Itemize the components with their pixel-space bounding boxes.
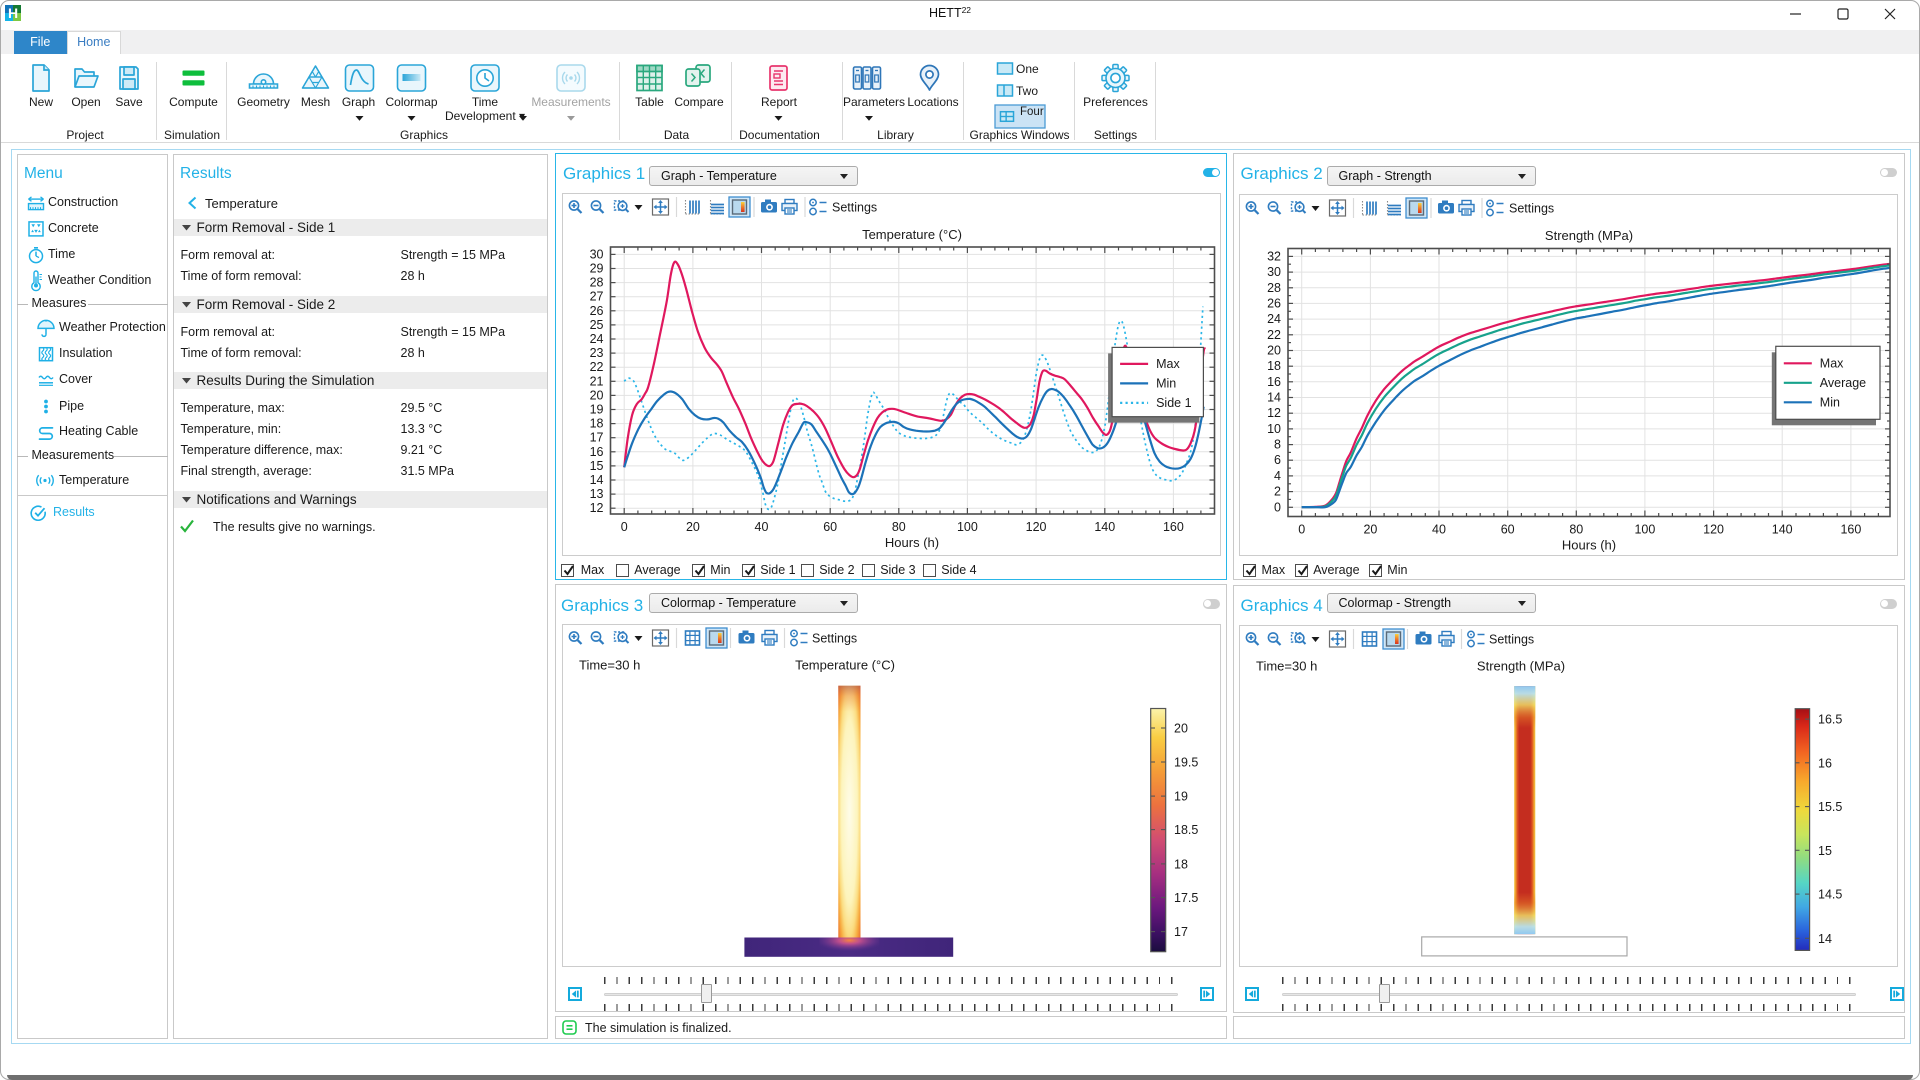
svg-text:32: 32	[1267, 249, 1281, 263]
svg-text:20: 20	[1267, 343, 1281, 357]
svg-text:80: 80	[1569, 522, 1583, 536]
svg-text:14: 14	[589, 473, 603, 487]
svg-text:22: 22	[1267, 327, 1281, 341]
svg-text:30: 30	[1267, 265, 1281, 279]
svg-text:21: 21	[589, 374, 603, 388]
svg-text:Max: Max	[1156, 357, 1180, 371]
svg-text:0: 0	[1298, 522, 1305, 536]
svg-text:Settings: Settings	[812, 632, 857, 646]
svg-text:18: 18	[589, 417, 603, 431]
svg-text:160: 160	[1162, 520, 1183, 534]
svg-text:20: 20	[1363, 522, 1377, 536]
svg-text:25: 25	[589, 318, 603, 332]
svg-text:60: 60	[1501, 522, 1515, 536]
svg-text:140: 140	[1772, 522, 1793, 536]
svg-text:Hours (h): Hours (h)	[1562, 537, 1616, 552]
svg-text:18.5: 18.5	[1174, 823, 1198, 837]
svg-text:14.5: 14.5	[1818, 887, 1842, 901]
svg-text:40: 40	[1432, 522, 1446, 536]
svg-text:160: 160	[1840, 522, 1861, 536]
svg-text:15.5: 15.5	[1818, 800, 1842, 814]
svg-text:40: 40	[754, 520, 768, 534]
svg-text:20: 20	[1174, 722, 1188, 736]
svg-text:12: 12	[1267, 406, 1281, 420]
svg-text:24: 24	[589, 332, 603, 346]
svg-text:23: 23	[589, 346, 603, 360]
svg-text:30: 30	[589, 247, 603, 261]
svg-text:24: 24	[1267, 312, 1281, 326]
svg-text:27: 27	[589, 290, 603, 304]
svg-text:29: 29	[589, 262, 603, 276]
svg-text:16: 16	[1818, 756, 1832, 770]
svg-text:16.5: 16.5	[1818, 712, 1842, 726]
svg-text:Settings: Settings	[832, 201, 877, 215]
svg-text:26: 26	[589, 304, 603, 318]
svg-text:15: 15	[589, 459, 603, 473]
svg-text:Strength (MPa): Strength (MPa)	[1477, 658, 1565, 673]
svg-text:120: 120	[1025, 520, 1046, 534]
svg-text:Time=30 h: Time=30 h	[579, 658, 640, 673]
svg-text:120: 120	[1703, 522, 1724, 536]
svg-text:17: 17	[1174, 925, 1188, 939]
svg-text:Strength (MPa): Strength (MPa)	[1545, 228, 1633, 243]
svg-text:Temperature (°C): Temperature (°C)	[862, 227, 962, 242]
svg-text:28: 28	[1267, 280, 1281, 294]
svg-text:26: 26	[1267, 296, 1281, 310]
svg-text:Temperature (°C): Temperature (°C)	[795, 658, 895, 673]
svg-text:60: 60	[823, 520, 837, 534]
svg-text:Max: Max	[1820, 356, 1844, 370]
svg-text:Average: Average	[1820, 375, 1866, 389]
svg-text:0: 0	[620, 520, 627, 534]
svg-text:17: 17	[589, 431, 603, 445]
svg-text:19: 19	[589, 403, 603, 417]
svg-text:28: 28	[589, 276, 603, 290]
svg-text:2: 2	[1274, 484, 1281, 498]
svg-text:4: 4	[1274, 468, 1281, 482]
svg-text:Side 1: Side 1	[1156, 396, 1191, 410]
svg-text:19: 19	[1174, 790, 1188, 804]
svg-text:10: 10	[1267, 421, 1281, 435]
svg-text:14: 14	[1818, 931, 1832, 945]
svg-text:6: 6	[1274, 453, 1281, 467]
svg-text:Time=30 h: Time=30 h	[1256, 658, 1317, 673]
svg-text:80: 80	[891, 520, 905, 534]
svg-text:0: 0	[1274, 500, 1281, 514]
svg-text:18: 18	[1267, 359, 1281, 373]
svg-text:14: 14	[1267, 390, 1281, 404]
svg-text:12: 12	[589, 501, 603, 515]
svg-text:100: 100	[956, 520, 977, 534]
svg-text:Settings: Settings	[1509, 201, 1554, 215]
svg-text:13: 13	[589, 487, 603, 501]
svg-text:17.5: 17.5	[1174, 891, 1198, 905]
svg-text:8: 8	[1274, 437, 1281, 451]
svg-text:Hours (h): Hours (h)	[884, 535, 938, 550]
svg-text:Settings: Settings	[1489, 632, 1534, 646]
svg-text:22: 22	[589, 360, 603, 374]
svg-text:16: 16	[1267, 374, 1281, 388]
svg-text:100: 100	[1634, 522, 1655, 536]
svg-text:Min: Min	[1820, 395, 1840, 409]
svg-text:15: 15	[1818, 843, 1832, 857]
svg-text:20: 20	[685, 520, 699, 534]
svg-text:Min: Min	[1156, 376, 1176, 390]
svg-text:140: 140	[1094, 520, 1115, 534]
svg-text:18: 18	[1174, 858, 1188, 872]
svg-text:16: 16	[589, 445, 603, 459]
svg-text:19.5: 19.5	[1174, 756, 1198, 770]
svg-text:20: 20	[589, 388, 603, 402]
